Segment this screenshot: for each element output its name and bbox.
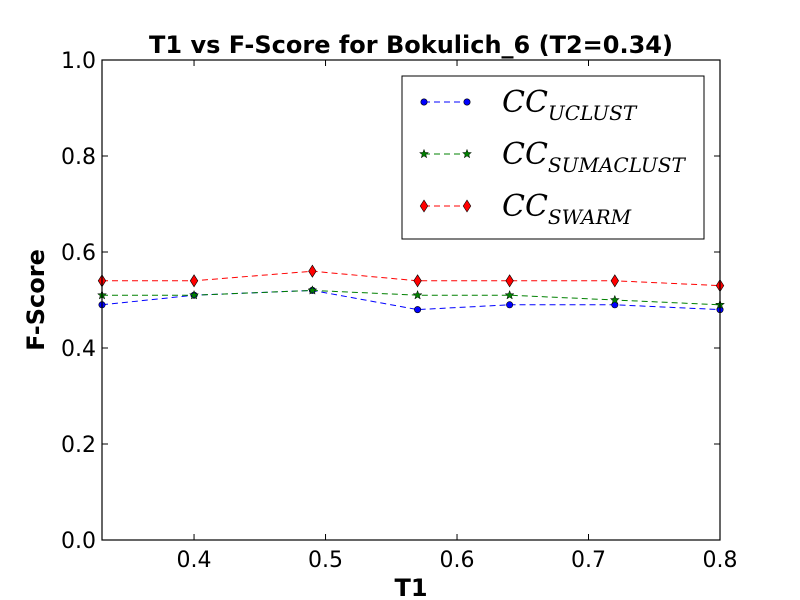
legend-marker-cc-sumaclust: [418, 148, 430, 159]
legend-label-subscript: SUMACLUST: [548, 153, 687, 177]
x-tick-label: 0.7: [571, 548, 606, 573]
data-point-cc-sumaclust: [188, 289, 200, 300]
plot-frame: [101, 59, 721, 541]
legend-label-main: CC: [502, 85, 548, 120]
legend-marker-cc-sumaclust: [461, 148, 473, 159]
legend-label-cc-swarm: CCSWARM: [502, 189, 632, 229]
y-tick-label: 0.8: [61, 145, 96, 170]
data-point-cc-swarm: [610, 274, 619, 288]
legend-label-subscript: SWARM: [548, 205, 632, 229]
x-tick-label: 0.5: [308, 548, 343, 573]
data-point-cc-sumaclust: [504, 289, 515, 300]
legend-marker-cc-uclust: [420, 98, 428, 106]
x-axis-label: T1: [394, 574, 427, 600]
y-tick-label: 0.4: [61, 337, 96, 362]
data-point-cc-uclust: [414, 306, 422, 314]
legend-box: [401, 75, 705, 240]
legend-label-subscript: UCLUST: [548, 101, 638, 125]
legend-label-cc-uclust: CCUCLUST: [502, 85, 638, 125]
legend-marker-cc-swarm: [419, 199, 429, 213]
y-tick-label: 1.0: [61, 49, 96, 74]
chart-title: T1 vs F-Score for Bokulich_6 (T2=0.34): [149, 31, 673, 59]
legend-marker-cc-uclust: [463, 98, 471, 106]
legend-marker-cc-swarm: [462, 199, 472, 213]
data-point-cc-sumaclust: [307, 285, 318, 295]
x-tick-label: 0.8: [703, 548, 738, 573]
y-axis-label: F-Score: [22, 249, 50, 351]
data-point-cc-sumaclust: [412, 289, 423, 300]
legend-label-main: CC: [502, 189, 548, 224]
data-point-cc-swarm: [505, 274, 514, 288]
data-point-cc-sumaclust: [609, 294, 620, 305]
x-tick-label: 0.6: [440, 548, 475, 573]
data-point-cc-swarm: [189, 274, 199, 288]
data-point-cc-swarm: [308, 264, 317, 278]
legend-label-cc-sumaclust: CCSUMACLUST: [502, 137, 686, 177]
y-tick-label: 0.2: [61, 433, 96, 458]
x-tick-label: 0.4: [177, 548, 212, 573]
data-point-cc-uclust: [506, 301, 514, 309]
y-tick-label: 0.6: [61, 241, 96, 266]
legend-label-main: CC: [502, 137, 548, 172]
data-point-cc-swarm: [413, 274, 422, 288]
y-tick-label: 0.0: [61, 529, 96, 554]
